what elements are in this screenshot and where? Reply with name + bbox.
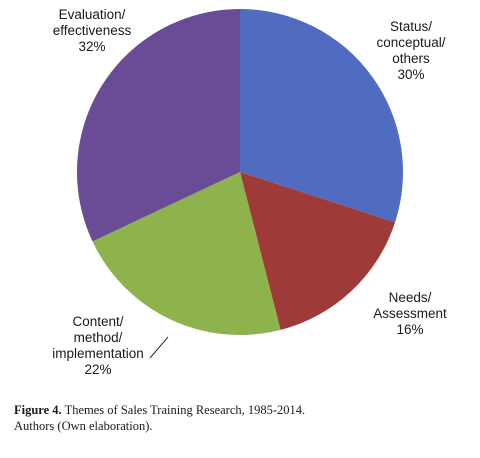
pie-slice-1 bbox=[240, 9, 403, 223]
leader-line-3 bbox=[149, 336, 169, 359]
figure-title: Themes of Sales Training Research, 1985-… bbox=[64, 403, 306, 417]
figure-number: Figure 4. bbox=[14, 403, 62, 417]
leader-lines bbox=[149, 336, 169, 359]
caption-source: Authors (Own elaboration). bbox=[14, 419, 153, 433]
slice-label-3: Content/method/implementation 22% bbox=[52, 314, 144, 377]
pie-slices bbox=[76, 9, 403, 336]
pie-slice-2 bbox=[240, 172, 396, 330]
caption-line-1: Figure 4. Themes of Sales Training Resea… bbox=[14, 402, 474, 418]
slice-label-2: Needs/Assessment 16% bbox=[373, 290, 447, 337]
pie-slice-3 bbox=[92, 172, 281, 336]
figure-caption: Figure 4. Themes of Sales Training Resea… bbox=[14, 402, 474, 434]
slice-labels: Status/conceptual/others 30% Needs/Assessm… bbox=[52, 7, 447, 377]
pie-slice-4 bbox=[76, 9, 240, 242]
slice-label-1: Status/conceptual/others 30% bbox=[376, 19, 445, 82]
slice-label-4: Evaluation/effectiveness 32% bbox=[53, 7, 132, 54]
pie-chart: Status/conceptual/others 30% Needs/Assessm… bbox=[52, 7, 447, 377]
